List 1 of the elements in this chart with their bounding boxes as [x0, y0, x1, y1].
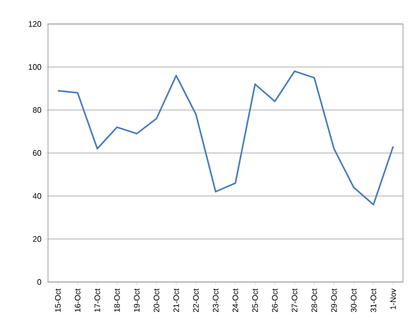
line-series — [57, 70, 394, 206]
